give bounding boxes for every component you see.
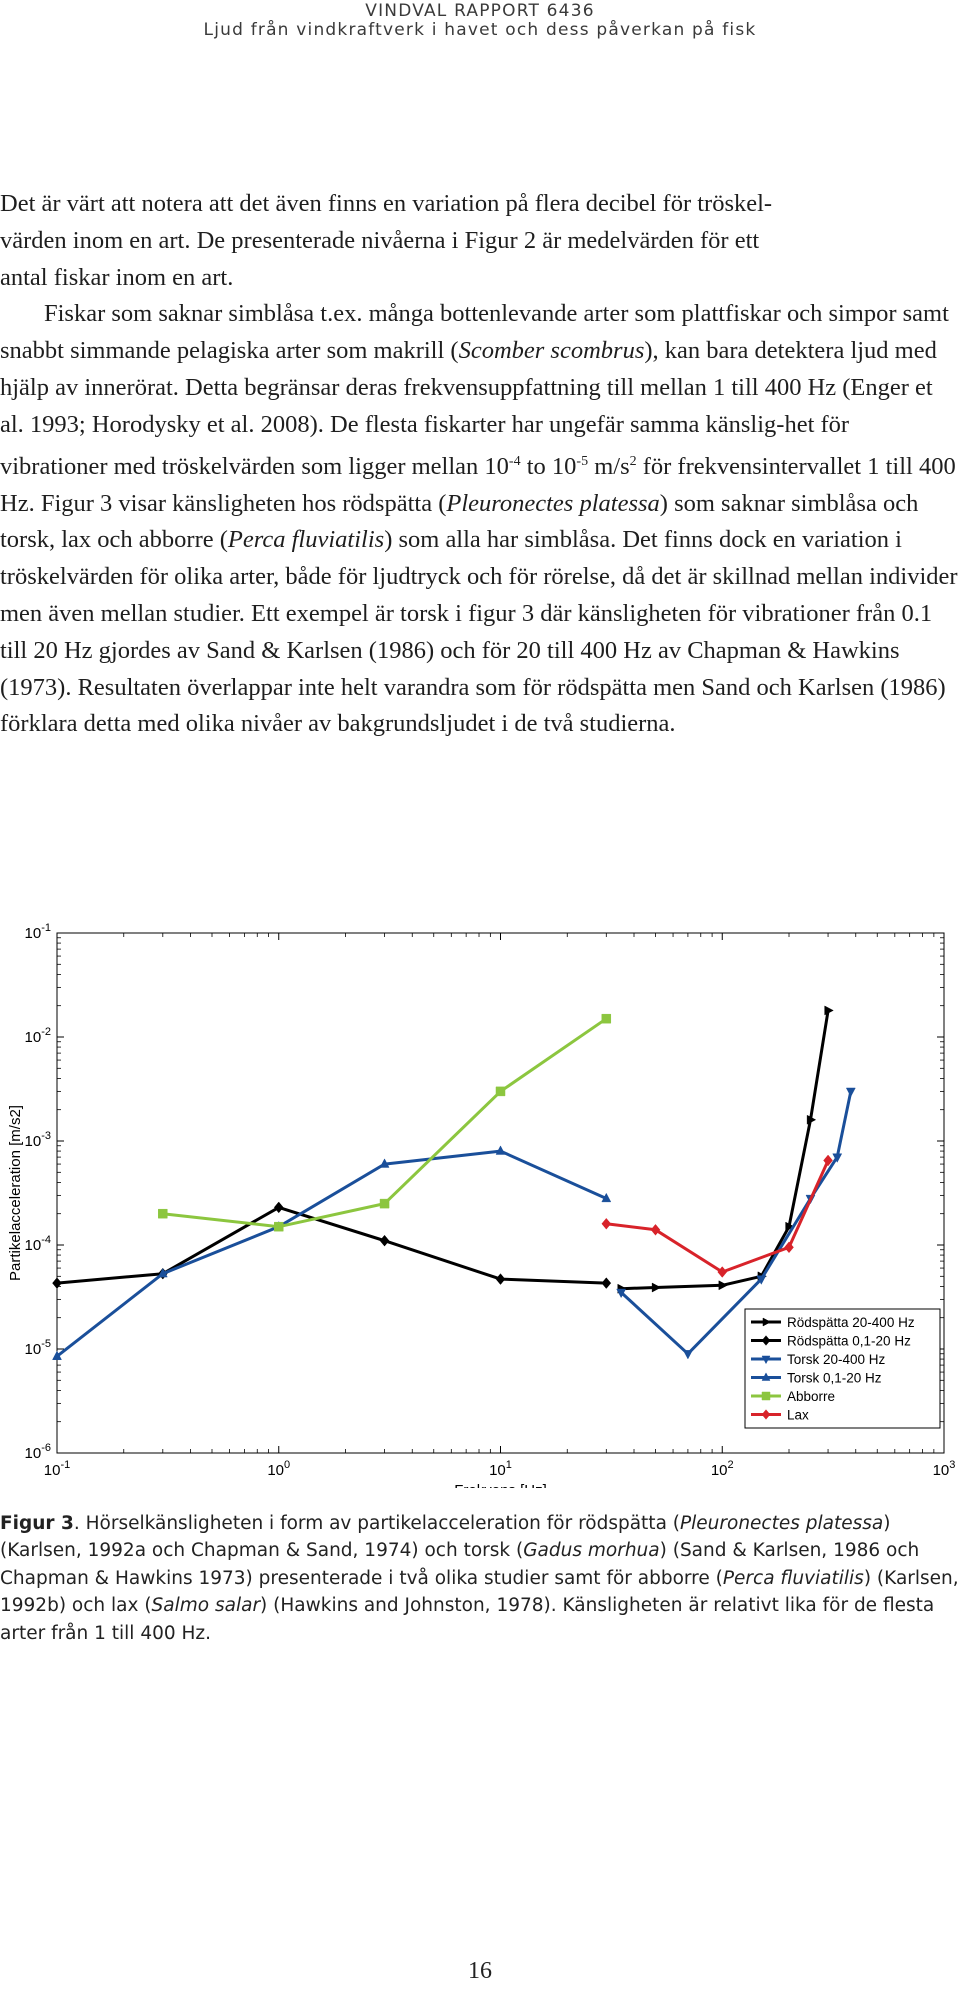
- data-point-series-5: [823, 1154, 833, 1167]
- data-point-series-4: [601, 1013, 612, 1024]
- data-point-series-4: [158, 1208, 168, 1219]
- chart-svg: 10-1 100 101 102 103 10-6 10-5 10-4 10-3 10-2 10-1…: [7, 922, 956, 1499]
- data-point-series-1: [495, 1273, 506, 1285]
- data-point-series-0: [651, 1282, 662, 1293]
- species-name: Pleuronectes platessa: [680, 1513, 884, 1534]
- data-point-series-4: [379, 1198, 390, 1209]
- y-tick-label: 10-1: [25, 922, 51, 942]
- paragraph-1-line-2: värden inom en art. De presenterade nivå…: [0, 226, 760, 254]
- legend-label: Abborre: [787, 1389, 835, 1404]
- data-point-series-0: [824, 1005, 834, 1016]
- x-tick-label: 10-1: [44, 1459, 70, 1479]
- species-name: Gadus morhua: [523, 1540, 660, 1562]
- report-title: VINDVAL RAPPORT 6436: [365, 1, 595, 21]
- data-point-series-3: [379, 1158, 390, 1168]
- caption-text: ) (Karlsen, 1992a och Chapman & Sand, 19…: [0, 1513, 891, 1562]
- species-name: Perca fluviatilis: [722, 1567, 864, 1589]
- legend-marker: [761, 1391, 771, 1401]
- data-point-series-4: [495, 1086, 506, 1097]
- legend-box: [744, 1308, 941, 1429]
- legend-label: Rödspätta 20-400 Hz: [787, 1315, 915, 1330]
- data-point-series-2: [832, 1153, 843, 1163]
- legend-label: Torsk 0,1-20 Hz: [787, 1371, 882, 1386]
- x-tick-label: 102: [711, 1459, 734, 1479]
- superscript: -4: [508, 453, 521, 469]
- paragraph-2: Fiskar som saknar simblåsa t.ex. många b…: [0, 296, 960, 743]
- y-tick-label: 10-4: [25, 1234, 51, 1254]
- caption-text: ) (Karlsen, 1992b) och lax (: [0, 1567, 959, 1617]
- legend-label: Lax: [787, 1408, 809, 1423]
- data-point-series-5: [784, 1241, 794, 1254]
- data-point-series-3: [601, 1192, 612, 1203]
- species-name: Salmo salar: [151, 1595, 261, 1617]
- series-line-1: [56, 1205, 607, 1285]
- data-point-series-3: [157, 1267, 168, 1278]
- species-name: Scomber scombrus: [458, 337, 645, 365]
- data-point-series-1: [273, 1201, 284, 1214]
- text-run: Fiskar som saknar simblåsa t.ex. många b…: [0, 300, 949, 365]
- caption-text: ) (Sand & Karlsen, 1986 och Chapman & Ha…: [0, 1540, 920, 1589]
- data-point-series-1: [52, 1277, 62, 1289]
- x-axis-label: Frekvens [Hz]: [454, 1482, 547, 1488]
- data-point-series-5: [601, 1217, 612, 1230]
- text-run: ) som saknar simblåsa och torsk, lax och…: [0, 489, 919, 554]
- x-tick-label: 101: [489, 1459, 512, 1479]
- data-point-series-1: [379, 1234, 390, 1247]
- data-point-series-2: [682, 1350, 693, 1360]
- data-point-series-2: [845, 1087, 856, 1098]
- legend-marker: [761, 1335, 771, 1346]
- data-point-series-2: [616, 1288, 627, 1299]
- series-line-3: [56, 1149, 607, 1358]
- text-run: för frekvensintervallet 1 till 400 Hz. F…: [0, 452, 956, 517]
- data-point-series-3: [52, 1350, 62, 1360]
- species-name: Perca fluviatilis: [227, 526, 385, 554]
- text-run: to 10: [520, 452, 577, 480]
- data-point-series-5: [717, 1266, 728, 1278]
- legend-label: Rödspätta 0,1-20 Hz: [787, 1334, 911, 1349]
- text-run: m/s: [588, 452, 630, 480]
- text-run: ), kan bara detektera ljud med hjälp av …: [0, 337, 937, 480]
- page-number: 16: [468, 1958, 492, 1984]
- data-point-series-3: [495, 1145, 506, 1155]
- caption-text: . Hörselkänsligheten i form av partikela…: [73, 1513, 680, 1534]
- paragraph-1-line-3: antal fiskar inom en art.: [0, 263, 234, 291]
- y-tick-label: 10-6: [25, 1442, 51, 1462]
- legend-marker: [761, 1409, 771, 1420]
- text-run: ) som alla har simblåsa. Det finns dock …: [0, 526, 958, 738]
- data-point-series-4: [274, 1221, 284, 1232]
- y-tick-label: 10-3: [25, 1130, 51, 1150]
- body-text: Det är värt att notera att det även finn…: [0, 186, 960, 743]
- data-point-series-0: [718, 1280, 728, 1291]
- report-subtitle: Ljud från vindkraftverk i havet och dess…: [203, 20, 757, 40]
- paragraph-1: Det är värt att notera att det även finn…: [0, 186, 960, 296]
- x-tick-label: 100: [267, 1459, 290, 1479]
- superscript: -5: [576, 453, 589, 469]
- data-point-series-0: [785, 1221, 795, 1232]
- caption-text: ) (Hawkins and Johnston, 1978). Känsligh…: [0, 1595, 935, 1644]
- data-point-series-1: [601, 1277, 612, 1289]
- legend-marker: [762, 1317, 772, 1327]
- data-point-series-2: [756, 1275, 767, 1285]
- y-tick-label: 10-2: [25, 1026, 51, 1046]
- y-tick-label: 10-5: [25, 1338, 51, 1358]
- data-point-series-5: [650, 1224, 661, 1236]
- x-tick-label: 103: [933, 1459, 956, 1479]
- legend-marker: [761, 1372, 771, 1381]
- legend-marker: [761, 1355, 771, 1365]
- species-name: Pleuronectes platessa: [446, 489, 660, 517]
- series-line-2: [620, 1091, 853, 1356]
- paragraph-1-line-1: Det är värt att notera att det även finn…: [0, 190, 773, 217]
- figure-label: Figur 3: [0, 1513, 74, 1534]
- legend-label: Torsk 20-400 Hz: [787, 1352, 886, 1367]
- figure-3-chart: 10-1 100 101 102 103 10-6 10-5 10-4 10-3 10-2 10-1…: [0, 918, 960, 1499]
- figure-caption: Figur 3. Hörselkänsligheten i form av pa…: [0, 1510, 960, 1647]
- y-axis-label: Partikelacceleration [m/s2]: [7, 1105, 24, 1281]
- superscript: 2: [629, 453, 637, 469]
- data-point-series-0: [806, 1114, 817, 1125]
